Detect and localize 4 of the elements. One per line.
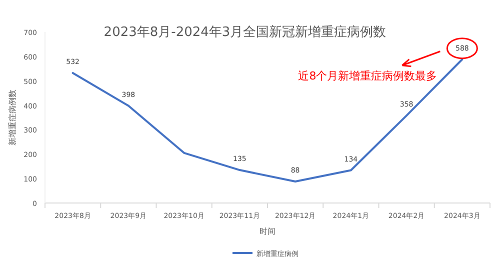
y-axis-title: 新增重症病例数 — [8, 90, 17, 146]
x-axis-title: 时间 — [260, 227, 276, 236]
chart-title: 2023年8月-2024年3月全国新冠新增重症病例数 — [104, 25, 386, 40]
annotation: 近8个月新增重症病例数最多 — [298, 69, 438, 82]
